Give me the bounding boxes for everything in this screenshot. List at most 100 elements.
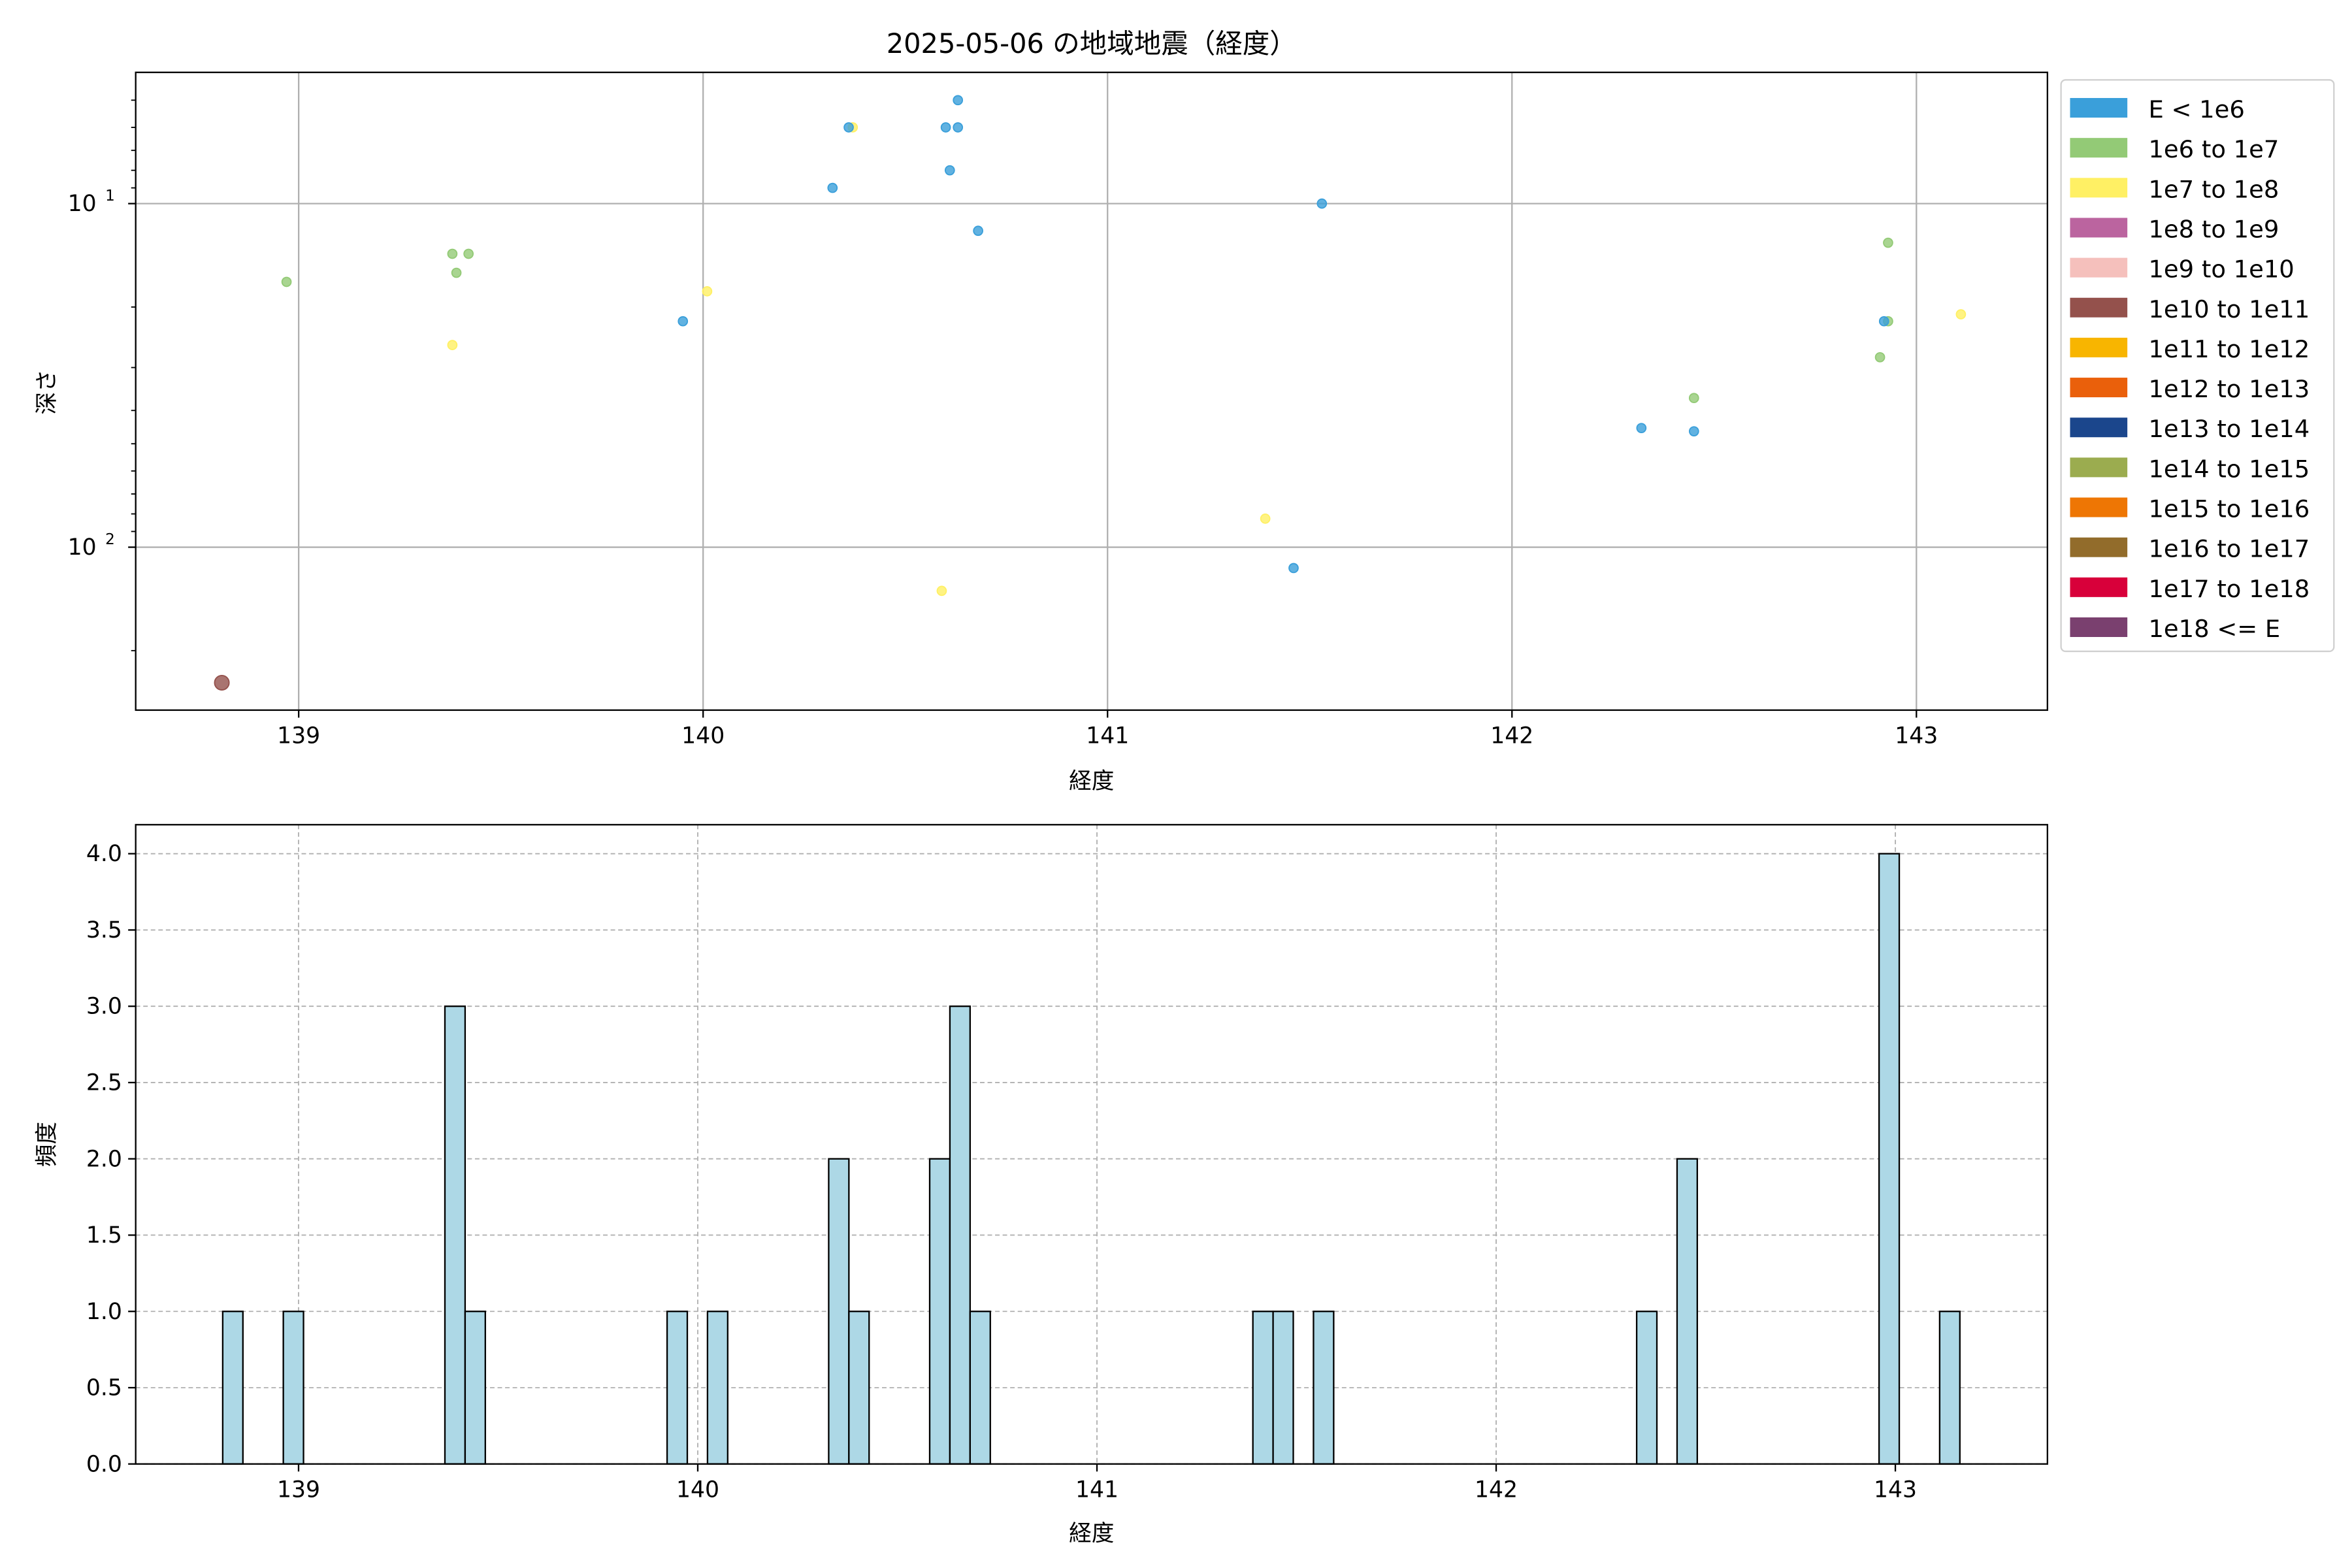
legend-swatch [2070,378,2128,398]
scatter-ylabel: 深さ [34,369,60,414]
data-point [936,585,947,596]
x-tick-label: 140 [676,1477,719,1503]
legend: E < 1e6 1e6 to 1e7 1e7 to 1e8 1e8 to 1e9 1e9… [2060,79,2335,653]
histogram-bar [444,1005,466,1465]
x-tick-label: 141 [1086,723,1129,749]
data-point [944,165,955,176]
y-tick-base: 10 [68,191,97,217]
histogram-bar [666,1311,689,1465]
data-point [1288,563,1299,574]
legend-label: 1e12 to 1e13 [2148,375,2310,403]
data-point [1688,426,1699,437]
legend-swatch [2070,577,2128,597]
legend-label: E < 1e6 [2148,95,2244,123]
histogram-bar [1635,1311,1658,1465]
data-point [953,95,964,106]
x-tick-label: 141 [1075,1477,1119,1503]
y-tick-label: 1.5 [86,1222,122,1249]
histogram-bar [1252,1311,1274,1465]
legend-label: 1e14 to 1e15 [2148,455,2310,483]
y-tick-label: 1.0 [86,1299,122,1325]
data-point [281,276,292,287]
histogram-bar [1272,1311,1294,1465]
histogram-bar [282,1311,304,1465]
y-tick-label: 3.5 [86,917,122,943]
legend-swatch [2070,497,2128,517]
legend-swatch [2070,138,2128,158]
data-point [1688,393,1699,404]
legend-box [2060,79,2335,653]
y-tick-label: 2.0 [86,1146,122,1172]
data-point [1636,423,1647,434]
y-tick-label: 3.0 [86,994,122,1020]
y-tick-label: 0.0 [86,1451,122,1477]
legend-label: 1e11 to 1e12 [2148,335,2310,363]
data-point [940,122,951,133]
data-point [1878,316,1889,327]
data-point [1316,198,1328,209]
legend-swatch [2070,98,2128,118]
histogram-bar [928,1158,951,1465]
histogram-bar [464,1311,486,1465]
x-tick-label: 139 [277,1477,320,1503]
data-point [953,122,964,133]
legend-swatch [2070,537,2128,557]
x-tick-label: 143 [1895,723,1938,749]
scatter-xlabel: 経度 [1069,768,1114,794]
scatter-title: 2025-05-06 の地域地震（経度） [887,27,1297,59]
histogram-bar [1938,1311,1961,1465]
legend-swatch [2070,257,2128,278]
legend-label: 1e16 to 1e17 [2148,535,2310,563]
axes-frame [135,824,2048,1465]
histogram-xlabel: 経度 [1069,1520,1114,1546]
data-point [843,122,854,133]
x-tick-label: 142 [1490,723,1533,749]
legend-label: 1e8 to 1e9 [2148,215,2279,243]
legend-swatch [2070,178,2128,198]
y-tick-label: 2.5 [86,1070,122,1096]
histogram-bar [848,1311,870,1465]
x-tick-label: 143 [1874,1477,1917,1503]
data-point [1955,309,1967,319]
histogram-bar [1676,1158,1699,1465]
data-point [214,674,230,691]
legend-label: 1e9 to 1e10 [2148,255,2294,284]
data-point [447,340,458,350]
legend-swatch [2070,337,2128,357]
y-tick-label: 4.0 [86,841,122,867]
legend-swatch [2070,457,2128,478]
data-point [1260,514,1271,524]
histogram-bar [706,1311,728,1465]
histogram-ylabel: 頻度 [34,1122,60,1167]
data-point [827,182,838,193]
legend-swatch [2070,297,2128,318]
data-point [702,286,713,297]
histogram-bar [969,1311,991,1465]
legend-label: 1e15 to 1e16 [2148,495,2310,523]
histogram-bar [949,1005,971,1465]
y-tick-exponent: 1 [105,188,115,204]
y-tick-label: 10 [68,191,97,217]
legend-swatch [2070,218,2128,238]
legend-label: 1e7 to 1e8 [2148,175,2279,203]
y-tick-base: 10 [68,534,97,561]
legend-label: 1e17 to 1e18 [2148,575,2310,603]
data-point [1874,351,1886,363]
data-point [678,316,689,327]
legend-label: 1e13 to 1e14 [2148,415,2310,443]
legend-label: 1e18 <= E [2148,615,2280,643]
histogram-bar [221,1311,244,1465]
x-tick-label: 139 [277,723,320,749]
legend-swatch [2070,617,2128,637]
data-point [463,248,474,259]
y-tick-label: 0.5 [86,1375,122,1401]
y-tick-exponent: 2 [105,531,115,548]
legend-label: 1e10 to 1e11 [2148,295,2310,323]
data-point [973,225,983,237]
histogram-bar [1878,853,1901,1465]
data-point [451,267,462,278]
scatter-plot: 139 140 141 142 143 10 1 10 2 [68,71,2048,749]
histogram-bar [828,1158,850,1465]
